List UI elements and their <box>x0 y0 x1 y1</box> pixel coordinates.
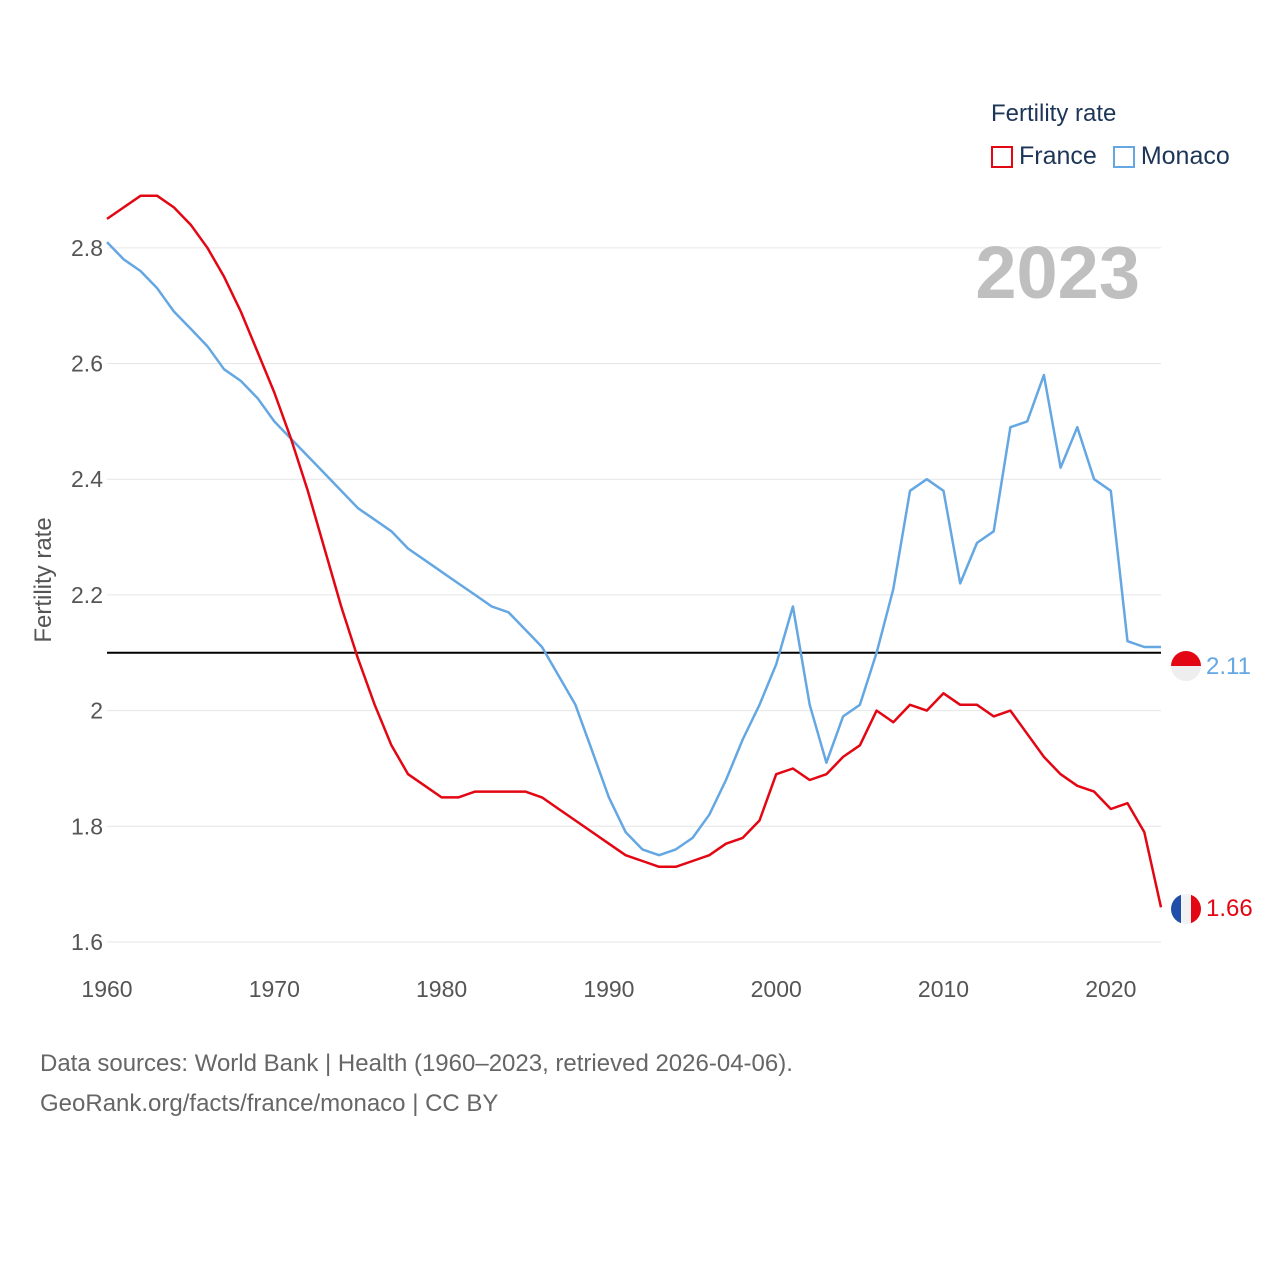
legend-item-monaco[interactable]: Monaco <box>1112 142 1230 171</box>
x-tick-label: 2000 <box>751 976 802 1002</box>
legend-label-france: France <box>1019 142 1097 170</box>
grid-layer <box>107 247 1161 943</box>
y-axis-label: Fertility rate <box>30 517 57 642</box>
y-tick-label: 2 <box>90 698 103 724</box>
attribution-line[interactable]: GeoRank.org/facts/france/monaco | CC BY <box>40 1090 499 1117</box>
legend-item-france[interactable]: France <box>991 142 1097 171</box>
x-tick-label: 2010 <box>918 976 969 1002</box>
series-layer <box>106 194 1163 908</box>
y-tick-labels: 1.6 1.8 2 2.2 2.4 2.6 2.8 <box>71 235 103 955</box>
flag-monaco-icon <box>1171 651 1201 681</box>
y-tick-label: 2.6 <box>71 351 103 377</box>
x-tick-label: 1970 <box>249 976 300 1002</box>
source-line: Data sources: World Bank | Health (1960–… <box>40 1050 793 1077</box>
source-footer: Data sources: World Bank | Health (1960–… <box>40 1044 793 1124</box>
series-line-france[interactable] <box>106 194 1163 908</box>
y-tick-label: 2.4 <box>71 466 103 492</box>
flag-france-icon <box>1171 894 1201 924</box>
end-label-france: 1.66 <box>1206 895 1253 922</box>
year-label: 2023 <box>975 231 1140 314</box>
legend-swatch-monaco <box>1112 145 1135 168</box>
series-line-monaco[interactable] <box>106 241 1161 857</box>
y-tick-label: 1.6 <box>71 929 103 955</box>
x-tick-label: 1980 <box>416 976 467 1002</box>
x-tick-label: 1990 <box>583 976 634 1002</box>
y-tick-label: 2.2 <box>71 582 103 608</box>
legend-swatch-france <box>991 145 1013 168</box>
x-tick-labels: 1960 1970 1980 1990 2000 2010 2020 <box>81 976 1136 1002</box>
legend-label-monaco: Monaco <box>1140 142 1230 170</box>
legend: France Monaco <box>991 142 1246 171</box>
y-tick-label: 1.8 <box>71 813 103 839</box>
x-tick-label: 2020 <box>1085 976 1136 1002</box>
legend-title: Fertility rate <box>991 100 1117 127</box>
y-tick-label: 2.8 <box>71 235 103 261</box>
x-tick-label: 1960 <box>81 976 132 1002</box>
end-label-monaco: 2.11 <box>1206 653 1251 680</box>
